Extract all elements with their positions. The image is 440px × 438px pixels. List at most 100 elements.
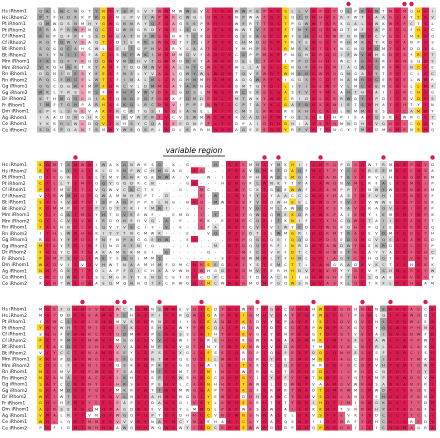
- residue-cell: [79, 311, 87, 319]
- residue-cell: [275, 45, 283, 52]
- residue: Y: [270, 194, 273, 198]
- residue-cell: [254, 101, 262, 108]
- residue-cell: [58, 51, 66, 58]
- residue: D: [305, 97, 308, 101]
- residue-cell: [345, 120, 353, 127]
- residue: Q: [102, 188, 105, 192]
- residue: G: [200, 370, 203, 374]
- residue-cell: [352, 217, 360, 224]
- residue-cell: [128, 82, 136, 89]
- residue-cell: [58, 32, 66, 39]
- residue: L: [284, 84, 286, 88]
- residue: D: [403, 200, 406, 204]
- residue: G: [249, 314, 252, 318]
- residue-cell: [240, 254, 248, 262]
- residue: R: [326, 128, 329, 132]
- residue-cell: [37, 261, 45, 268]
- residue-cell: [100, 32, 108, 39]
- residue: G: [123, 407, 126, 411]
- residue-cell: [86, 186, 94, 193]
- residue-cell: [331, 38, 339, 46]
- residue: E: [74, 395, 77, 399]
- residue-cell: [65, 26, 73, 33]
- residue: R: [88, 91, 91, 95]
- residue-cell: [72, 242, 80, 249]
- residue-cell: [156, 20, 164, 27]
- residue: L: [95, 175, 97, 179]
- residue: F: [200, 53, 202, 57]
- residue: V: [158, 339, 161, 343]
- residue-cell: [198, 217, 206, 224]
- residue: F: [361, 175, 363, 179]
- species-label: Dr iRhom2: [2, 96, 27, 102]
- species-label: Fr iRhom1: [2, 102, 25, 108]
- residue-cell: [254, 20, 262, 27]
- residue-cell: [415, 179, 423, 187]
- residue: D: [235, 282, 238, 286]
- residue: M: [151, 84, 154, 88]
- residue: K: [326, 22, 329, 26]
- residue: S: [95, 34, 98, 38]
- residue: W: [291, 207, 295, 211]
- residue: I: [425, 244, 426, 248]
- residue: Q: [144, 175, 147, 179]
- residue: V: [95, 188, 98, 192]
- residue: I: [145, 16, 146, 20]
- residue: V: [130, 84, 133, 88]
- residue: -: [215, 169, 217, 173]
- residue: A: [186, 109, 189, 113]
- residue-cell: [58, 120, 66, 127]
- residue-cell: [415, 88, 423, 96]
- residue: Y: [116, 66, 119, 70]
- residue: H: [158, 395, 161, 399]
- residue: C: [179, 16, 182, 20]
- residue: K: [46, 122, 49, 126]
- residue: C: [235, 109, 238, 113]
- residue-cell: [65, 349, 73, 356]
- residue: Y: [221, 122, 224, 126]
- residue: E: [312, 47, 315, 51]
- residue-cell: [401, 126, 409, 133]
- residue: H: [242, 357, 245, 361]
- residue-cell: [261, 57, 269, 64]
- residue: A: [235, 78, 238, 82]
- residue: G: [186, 351, 189, 355]
- residue-cell: [373, 26, 381, 33]
- residue: -: [201, 232, 203, 236]
- residue: H: [242, 326, 245, 330]
- residue: T: [122, 232, 126, 236]
- residue: M: [333, 66, 336, 70]
- residue: V: [53, 357, 56, 361]
- residue: M: [361, 109, 364, 113]
- residue: Q: [116, 364, 119, 368]
- residue-cell: [37, 217, 45, 224]
- residue-cell: [212, 107, 220, 114]
- species-label: Rn iRhom1: [2, 71, 27, 77]
- residue: Y: [53, 351, 56, 355]
- residue-cell: [149, 355, 157, 362]
- residue: F: [235, 339, 237, 343]
- residue-cell: [37, 76, 45, 83]
- residue-cell: [261, 101, 269, 108]
- residue-cell: [240, 63, 248, 71]
- residue: E: [137, 339, 140, 343]
- residue: D: [186, 275, 189, 279]
- residue: E: [319, 122, 322, 126]
- residue: C: [137, 232, 140, 236]
- residue: T: [185, 370, 189, 374]
- residue: F: [375, 59, 377, 63]
- residue: F: [144, 370, 146, 374]
- residue: R: [123, 382, 126, 386]
- residue-cell: [296, 63, 304, 71]
- residue: L: [256, 109, 258, 113]
- residue-cell: [51, 311, 59, 319]
- residue: M: [39, 307, 42, 311]
- residue: M: [81, 182, 84, 186]
- residue-cell: [170, 305, 178, 312]
- residue: C: [200, 275, 203, 279]
- residue: H: [256, 175, 259, 179]
- residue: N: [123, 263, 126, 267]
- residue-cell: [51, 223, 59, 230]
- residue: -: [180, 207, 182, 211]
- residue-cell: [79, 57, 87, 64]
